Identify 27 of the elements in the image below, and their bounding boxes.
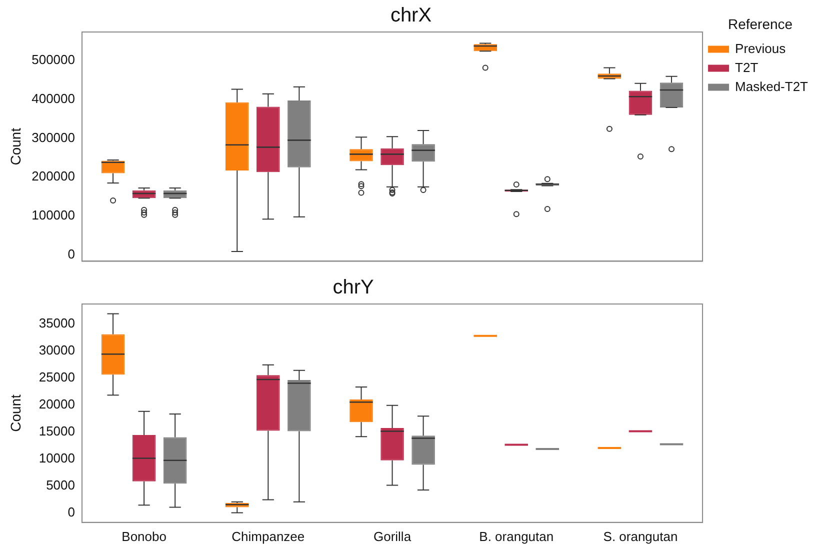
y-tick-label: 20000 xyxy=(38,396,75,412)
y-tick-label: 15000 xyxy=(38,423,75,438)
legend-label: T2T xyxy=(735,60,758,75)
y-axis-title: Count xyxy=(7,394,24,432)
x-tick-label: B. orangutan xyxy=(479,528,554,544)
y-tick-label: 30000 xyxy=(38,342,75,358)
y-tick-label: 300000 xyxy=(32,130,75,145)
legend-label: Previous xyxy=(735,40,786,56)
chart-title: chrX xyxy=(390,4,432,27)
y-tick-label: 10000 xyxy=(38,450,75,466)
chart-title: chrY xyxy=(332,276,374,299)
y-tick-label: 500000 xyxy=(32,52,75,67)
legend-label: Masked-T2T xyxy=(735,78,808,94)
y-axis-title: Count xyxy=(7,128,24,166)
y-tick-label: 0 xyxy=(68,504,75,520)
x-tick-label: S. orangutan xyxy=(603,528,678,544)
y-tick-label: 0 xyxy=(68,246,75,262)
y-tick-label: 400000 xyxy=(32,90,75,106)
x-tick-label: Chimpanzee xyxy=(232,528,305,544)
legend-title: Reference xyxy=(728,16,793,32)
y-tick-label: 35000 xyxy=(38,316,75,331)
x-tick-label: Gorilla xyxy=(373,528,412,544)
y-tick-label: 5000 xyxy=(46,477,75,492)
y-tick-label: 100000 xyxy=(32,208,75,223)
x-tick-label: Bonobo xyxy=(122,528,166,544)
y-tick-label: 25000 xyxy=(38,369,75,384)
y-tick-label: 200000 xyxy=(32,168,75,184)
